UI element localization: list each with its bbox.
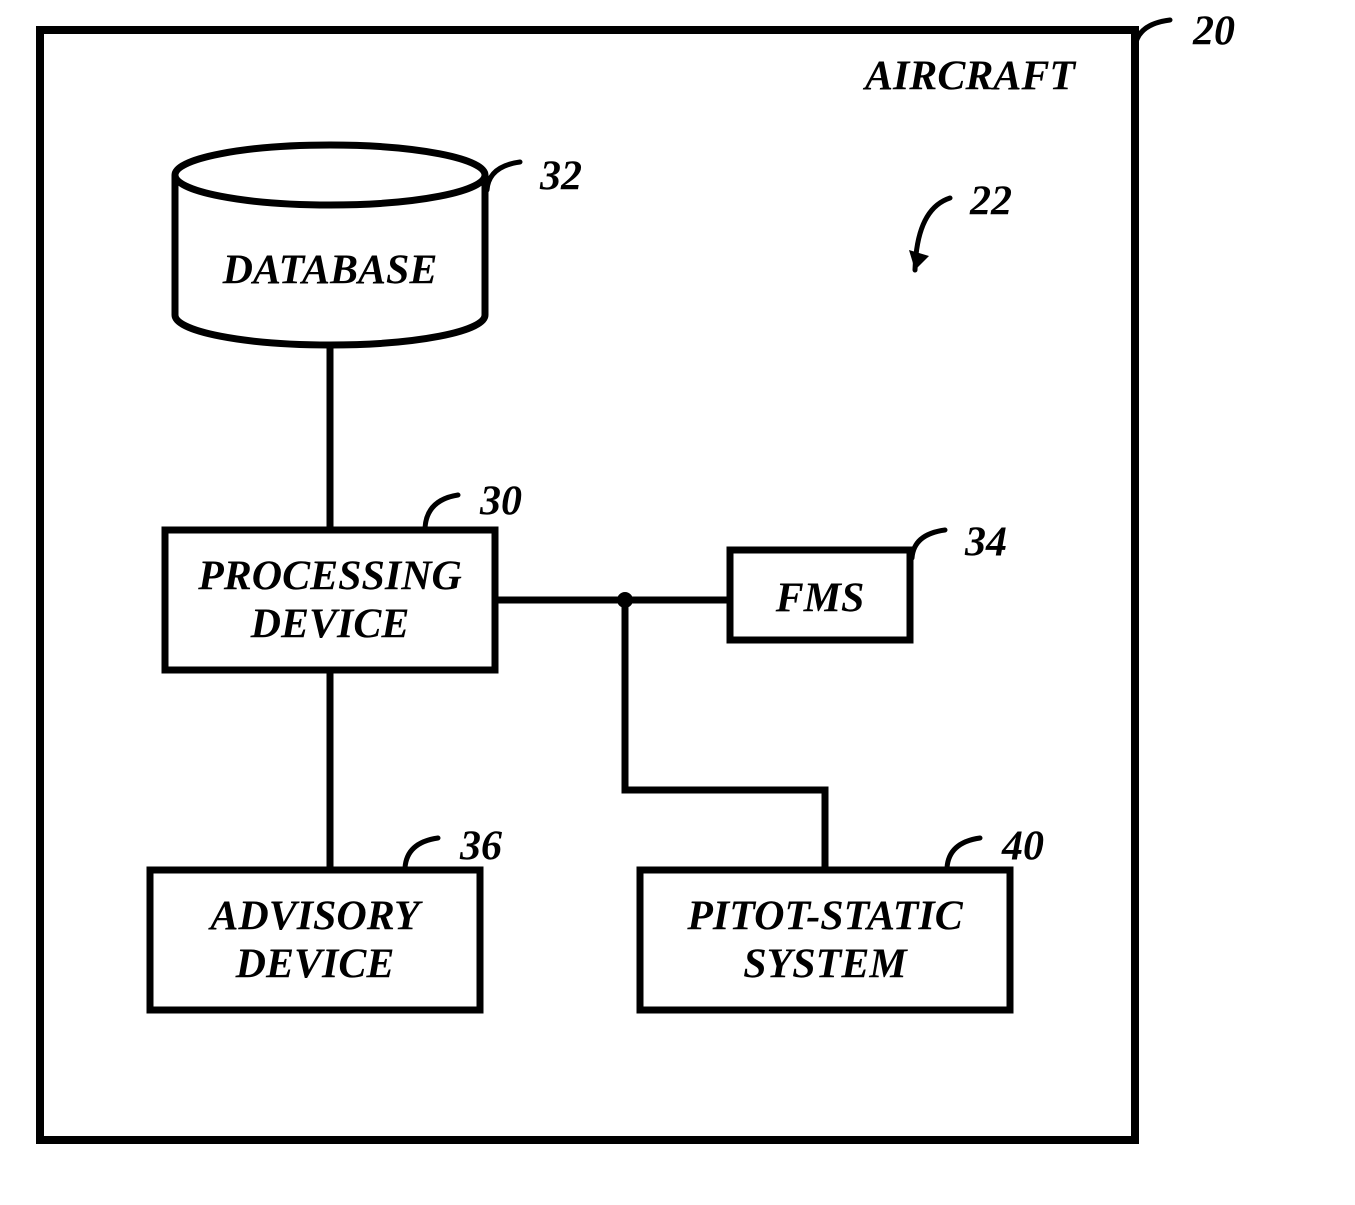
diagram-stage: AIRCRAFTDATABASEPROCESSINGDEVICEFMSADVIS… [0, 0, 1355, 1205]
ref-label-32: 32 [539, 154, 582, 200]
node-pitot-label-line1: SYSTEM [743, 942, 908, 988]
node-pitot [640, 870, 1010, 1010]
ref-label-30: 30 [479, 479, 522, 525]
ref-hook-30 [425, 495, 458, 528]
ref-label-40: 40 [1001, 824, 1044, 870]
ref-hook-20 [1135, 20, 1170, 48]
ref-label-34: 34 [964, 520, 1007, 566]
node-advisory-label-line0: ADVISORY [207, 894, 423, 940]
edge-junction [617, 592, 633, 608]
ref-hook-40 [947, 838, 980, 868]
node-processing-label-line0: PROCESSING [197, 554, 462, 600]
diagram-svg: AIRCRAFTDATABASEPROCESSINGDEVICEFMSADVIS… [0, 0, 1355, 1205]
ref-label-20: 20 [1192, 9, 1235, 55]
ref-hook-36 [405, 838, 438, 868]
ref-label-36: 36 [459, 824, 502, 870]
ref-hook-32 [487, 162, 520, 190]
aircraft-title: AIRCRAFT [862, 54, 1077, 100]
ref-label-22: 22 [969, 179, 1012, 225]
ref-arrowhead-22 [909, 250, 929, 270]
node-processing [165, 530, 495, 670]
node-processing-label-line1: DEVICE [250, 602, 410, 648]
node-pitot-label-line0: PITOT-STATIC [686, 894, 963, 940]
node-advisory [150, 870, 480, 1010]
node-fms-label: FMS [775, 576, 865, 622]
node-advisory-label-line1: DEVICE [235, 942, 395, 988]
node-database-top [175, 145, 485, 205]
node-database-label: DATABASE [222, 248, 438, 294]
ref-hook-34 [912, 530, 945, 558]
